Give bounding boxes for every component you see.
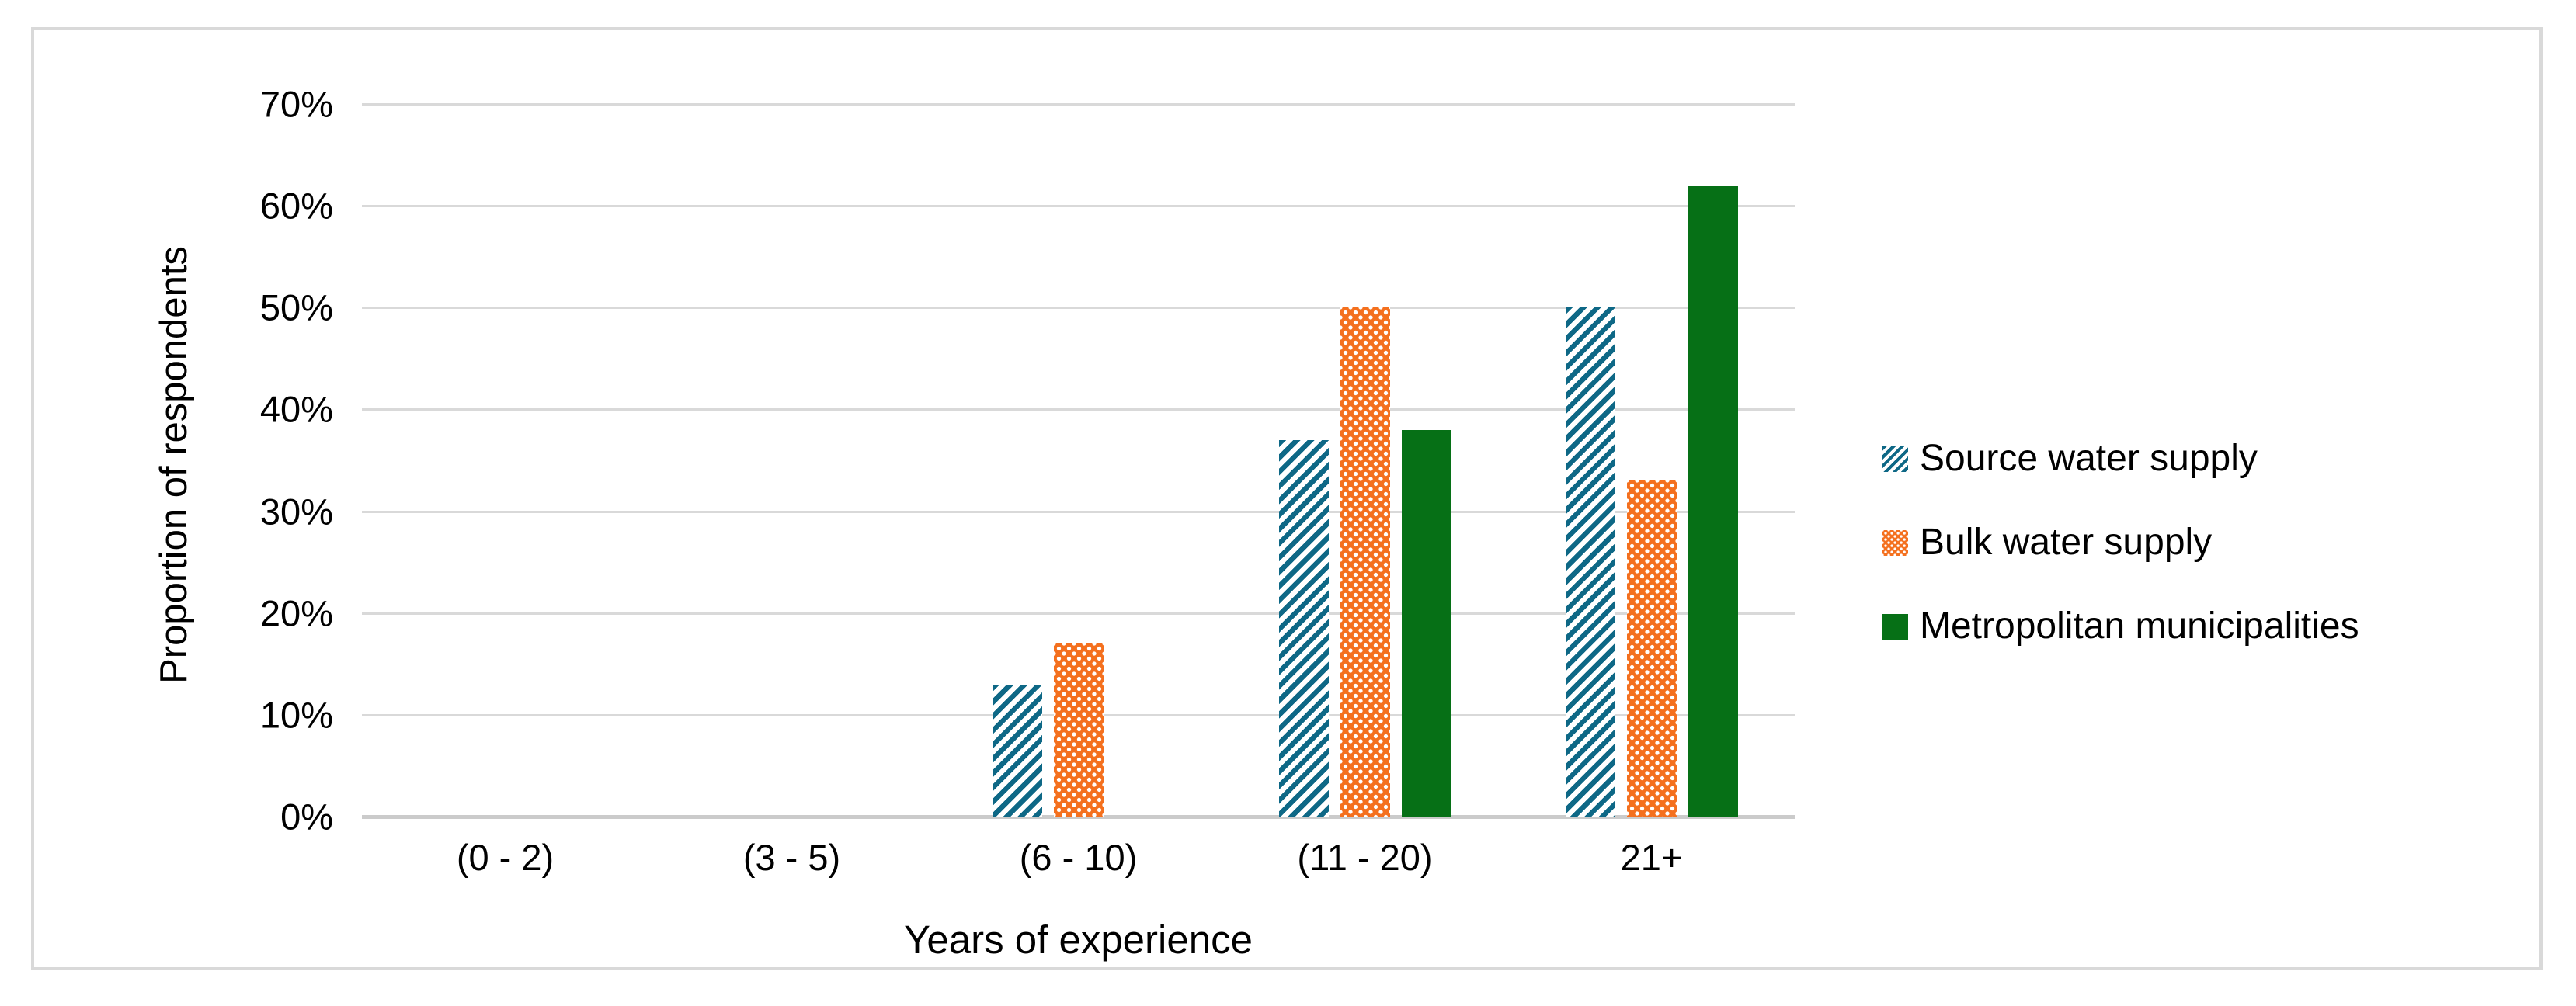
legend-marker-source-water-supply xyxy=(1882,446,1908,472)
bar-group-3-5 xyxy=(648,104,935,817)
y-axis-tick-labels: 0% 10% 20% 30% 40% 50% 60% 70% xyxy=(127,86,333,835)
x-axis-title: Years of experience xyxy=(904,918,1253,962)
bar-group-0-2 xyxy=(362,104,648,817)
bar-bulk-water-supply-6-10 xyxy=(1053,643,1104,817)
bar-bulk-water-supply-11-20 xyxy=(1340,307,1390,817)
x-tick-label-21: 21+ xyxy=(1620,837,1683,878)
bar-source-water-supply-21 xyxy=(1565,307,1615,817)
y-tick-label: 50% xyxy=(259,286,333,328)
bar-source-water-supply-6-10 xyxy=(992,684,1042,817)
plot-area xyxy=(362,103,1795,819)
y-tick-label: 10% xyxy=(259,694,333,736)
legend: Source water supply Bulk water supply Metr… xyxy=(1882,436,2359,649)
gridline xyxy=(362,307,1795,310)
legend-marker-metropolitan-municipalities xyxy=(1882,613,1908,640)
gridline xyxy=(362,612,1795,615)
legend-label: Metropolitan municipalities xyxy=(1920,605,2359,647)
legend-item-metropolitan-municipalities: Metropolitan municipalities xyxy=(1882,604,2359,649)
x-axis-tick-labels: (0 - 2) (3 - 5) (6 - 10) (11 - 20) 21+ xyxy=(362,836,1795,879)
x-axis-line xyxy=(362,815,1795,819)
gridline xyxy=(362,205,1795,208)
bar-metropolitan-municipalities-21 xyxy=(1688,185,1738,817)
y-tick-label: 20% xyxy=(259,592,333,634)
bar-group-11-20 xyxy=(1222,104,1508,817)
gridline xyxy=(362,103,1795,106)
x-tick-label-11-20: (11 - 20) xyxy=(1297,837,1433,878)
bar-metropolitan-municipalities-11-20 xyxy=(1401,429,1451,817)
x-tick-label-6-10: (6 - 10) xyxy=(1019,837,1138,878)
bar-bulk-water-supply-21 xyxy=(1626,480,1677,817)
bar-source-water-supply-11-20 xyxy=(1278,439,1329,817)
gridline xyxy=(362,510,1795,513)
legend-item-source-water-supply: Source water supply xyxy=(1882,436,2359,481)
bar-groups xyxy=(362,104,1795,817)
y-tick-label: 70% xyxy=(259,83,333,125)
y-tick-label: 30% xyxy=(259,491,333,532)
x-tick-label-0-2: (0 - 2) xyxy=(456,837,554,878)
y-tick-label: 0% xyxy=(280,796,333,838)
gridline xyxy=(362,408,1795,411)
legend-item-bulk-water-supply: Bulk water supply xyxy=(1882,520,2359,565)
y-tick-label: 60% xyxy=(259,185,333,227)
y-tick-label: 40% xyxy=(259,388,333,430)
chart-figure: Proportion of respondents 0% 10% 20% 30% 40%… xyxy=(31,27,2543,970)
legend-label: Bulk water supply xyxy=(1920,522,2213,563)
bar-group-6-10 xyxy=(935,104,1222,817)
legend-marker-bulk-water-supply xyxy=(1882,529,1908,556)
bar-group-21 xyxy=(1508,104,1795,817)
legend-label: Source water supply xyxy=(1920,438,2258,479)
x-tick-label-3-5: (3 - 5) xyxy=(742,837,841,878)
